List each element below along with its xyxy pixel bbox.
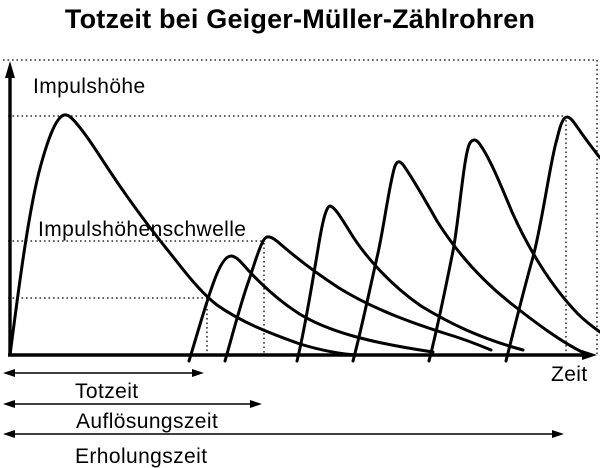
x-axis-label: Zeit — [551, 363, 588, 386]
arrow-right-icon — [192, 369, 204, 377]
arrow-right-icon — [250, 400, 262, 408]
pulse-curve-3 — [223, 235, 493, 363]
pulse-curve-5 — [351, 160, 584, 363]
pulse-curve-1 — [8, 113, 359, 357]
interval-arrow-erholungszeit: Erholungszeit — [3, 430, 564, 468]
threshold-label: Impulshöhenschwelle — [38, 218, 246, 241]
y-axis-label: Impulshöhe — [33, 75, 146, 98]
arrow-right-icon — [552, 430, 564, 438]
interval-label-erholungszeit: Erholungszeit — [75, 445, 207, 468]
interval-arrow-aufloesungszeit: Auflösungszeit — [3, 400, 262, 433]
page-title: Totzeit bei Geiger-Müller-Zählrohren — [64, 4, 536, 34]
x-axis-arrow-icon — [582, 350, 597, 360]
interval-label-totzeit: Totzeit — [75, 380, 139, 403]
guide-lines — [3, 59, 598, 354]
arrow-left-icon — [3, 430, 15, 438]
interval-arrow-totzeit: Totzeit — [3, 369, 204, 403]
y-axis-arrow-icon — [5, 61, 15, 78]
y-axis — [5, 61, 15, 355]
arrow-left-icon — [3, 400, 15, 408]
pulse-curve-4 — [295, 204, 525, 363]
pulse-curve-6 — [427, 138, 600, 363]
arrow-left-icon — [3, 369, 15, 377]
pulse-curve-7 — [504, 115, 600, 363]
pulse-curves — [8, 113, 600, 363]
x-axis — [8, 350, 597, 360]
pulse-curve-2 — [187, 254, 435, 363]
interval-label-aufloesungszeit: Auflösungszeit — [76, 410, 218, 433]
